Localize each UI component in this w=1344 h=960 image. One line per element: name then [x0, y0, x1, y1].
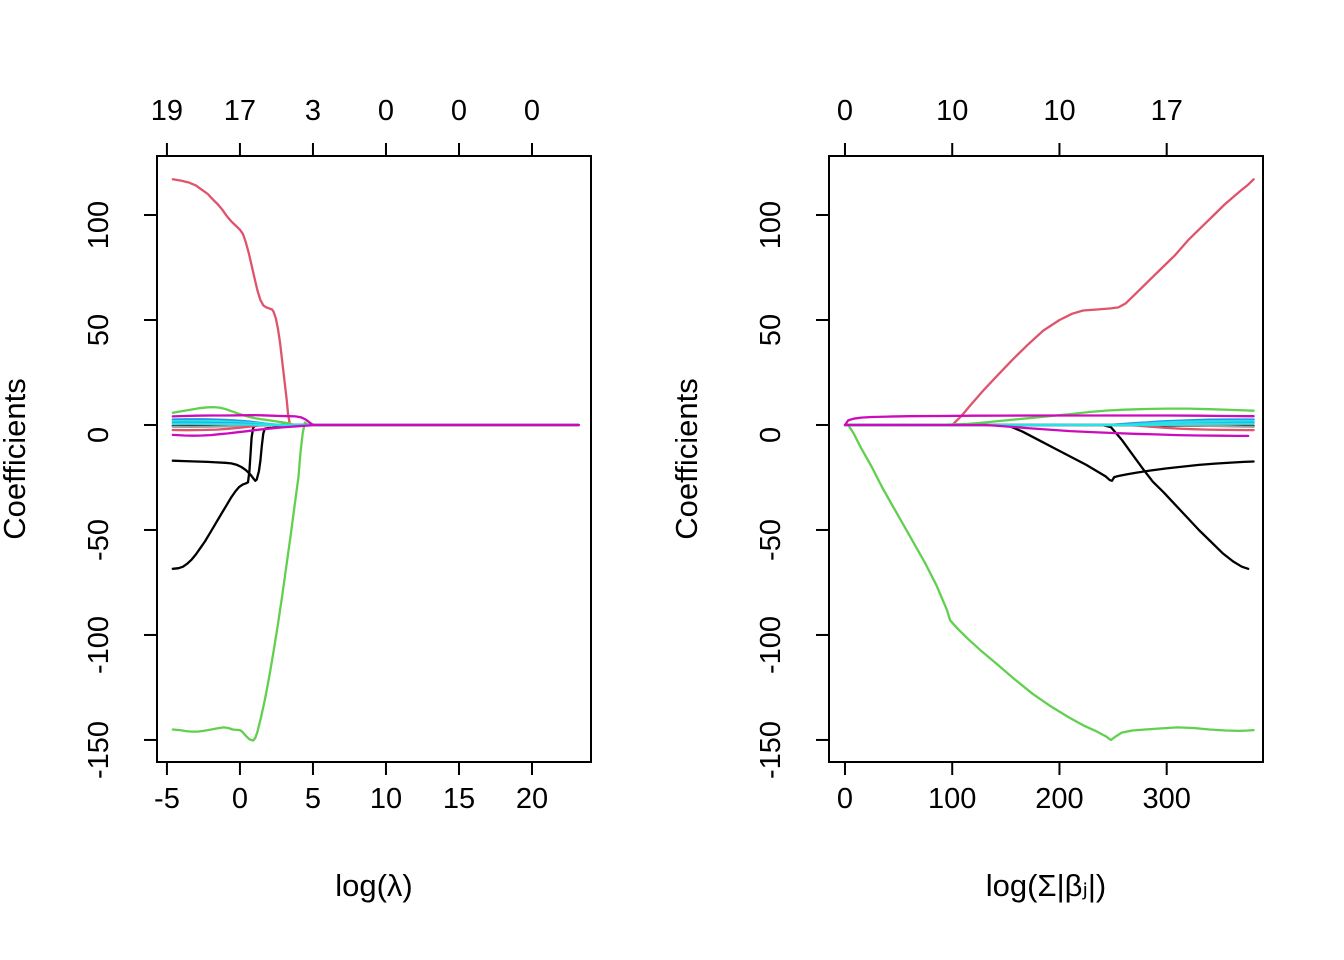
x-axis-title: log(Σ|βⱼ|) — [986, 868, 1107, 903]
y-tick-label: 0 — [83, 427, 115, 443]
series-magenta-dn — [171, 423, 580, 437]
x-tick-label: 200 — [1035, 783, 1083, 815]
df-count-label: 10 — [936, 95, 968, 127]
series-cyan-2 — [171, 422, 580, 427]
df-count-label: 17 — [1151, 95, 1183, 127]
y-tick-label: 0 — [755, 427, 787, 443]
y-axis-title: Coefficients — [669, 378, 704, 539]
x-tick-label: 5 — [305, 783, 321, 815]
series-magenta-dn — [843, 423, 1250, 438]
series-black-b — [843, 423, 1250, 570]
x-tick-label: -5 — [154, 783, 180, 815]
df-count-label: 0 — [837, 95, 853, 127]
series-black-a — [843, 423, 1255, 482]
y-tick-label: -150 — [83, 721, 115, 779]
x-axis-title: log(λ) — [335, 868, 413, 903]
df-count-label: 17 — [224, 95, 256, 127]
df-count-label: 0 — [451, 95, 467, 127]
x-tick-label: 300 — [1143, 783, 1191, 815]
y-tick-label: -150 — [755, 721, 787, 779]
series-cyan-2 — [843, 422, 1255, 427]
x-tick-label: 15 — [443, 783, 475, 815]
y-tick-label: -100 — [755, 616, 787, 674]
series-black-b — [171, 423, 580, 570]
series-green-big — [171, 421, 580, 742]
y-tick-label: 100 — [83, 201, 115, 249]
y-axis-title: Coefficients — [0, 378, 32, 539]
y-tick-label: -100 — [83, 616, 115, 674]
panel-right: 0 100 200 300 0 10 10 17 100 50 0 -50 -100 -150 log(Σ|… — [669, 95, 1264, 903]
series-magenta-up — [843, 414, 1255, 427]
df-count-label: 10 — [1043, 95, 1075, 127]
df-count-label: 3 — [305, 95, 321, 127]
series-red-main — [171, 178, 580, 427]
y-tick-label: -50 — [755, 519, 787, 561]
y-tick-label: -50 — [83, 519, 115, 561]
series-green-big — [847, 423, 1255, 742]
series-red-main — [951, 178, 1255, 427]
df-count-label: 0 — [524, 95, 540, 127]
y-tick-label: 50 — [83, 314, 115, 346]
y-tick-label: 100 — [755, 201, 787, 249]
plot-box — [828, 155, 1264, 763]
x-tick-label: 0 — [232, 783, 248, 815]
y-tick-label: 50 — [755, 314, 787, 346]
x-tick-label: 100 — [928, 783, 976, 815]
x-tick-label: 10 — [370, 783, 402, 815]
df-count-label: 19 — [151, 95, 183, 127]
x-tick-label: 0 — [837, 783, 853, 815]
df-count-label: 0 — [378, 95, 394, 127]
plot-box — [156, 155, 592, 763]
x-tick-label: 20 — [516, 783, 548, 815]
series-magenta-up — [171, 413, 580, 427]
